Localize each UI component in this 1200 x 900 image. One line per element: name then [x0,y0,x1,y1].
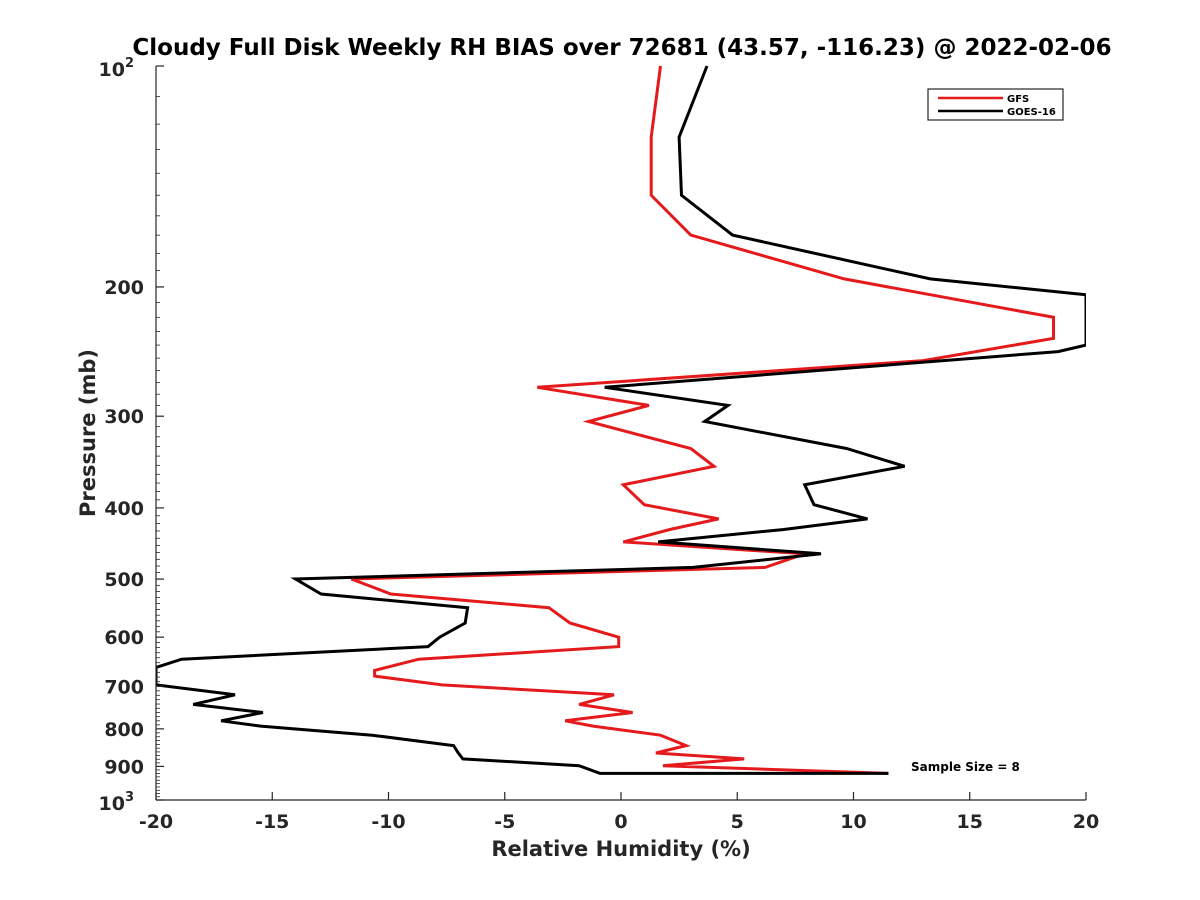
y-tick-label: 800 [104,719,144,741]
y-tick-label: 500 [104,569,144,591]
y-tick-label: 400 [104,498,144,520]
y-axis-label: Pressure (mb) [76,349,100,517]
x-tick-label: 10 [840,811,866,833]
legend-box [927,88,1064,121]
sample-size-annotation: Sample Size = 8 [911,760,1020,774]
chart-title: Cloudy Full Disk Weekly RH BIAS over 726… [132,35,1111,61]
x-tick-label: -15 [255,811,289,833]
series-line-goes-16 [156,65,1086,775]
axes-layer: -20 -15 -10 -5 0 5 10 15 20 102 200 300 400 500 600 700… [99,56,1100,833]
x-tick-label: -5 [494,811,515,833]
y-tick-label: 200 [104,277,144,299]
x-tick-label: 0 [614,811,627,833]
series-line-gfs [350,65,1055,775]
y-tick-label: 102 [99,56,135,81]
legend-label: GOES-16 [1007,107,1056,118]
y-tick-label: 900 [104,756,144,778]
y-tick-label: 700 [104,676,144,698]
legend-label: GFS [1007,94,1029,105]
x-tick-label: -20 [139,811,173,833]
x-tick-label: 20 [1073,811,1099,833]
x-axis-label: Relative Humidity (%) [491,837,750,861]
y-tick-label: 300 [104,406,144,428]
y-tick-label: 600 [104,627,144,649]
series-layer [156,65,1086,775]
legend: GFS GOES-16 [927,88,1064,121]
y-tick-label: 103 [99,790,135,815]
x-tick-label: 15 [957,811,983,833]
x-tick-label: -10 [371,811,405,833]
x-tick-label: 5 [731,811,744,833]
